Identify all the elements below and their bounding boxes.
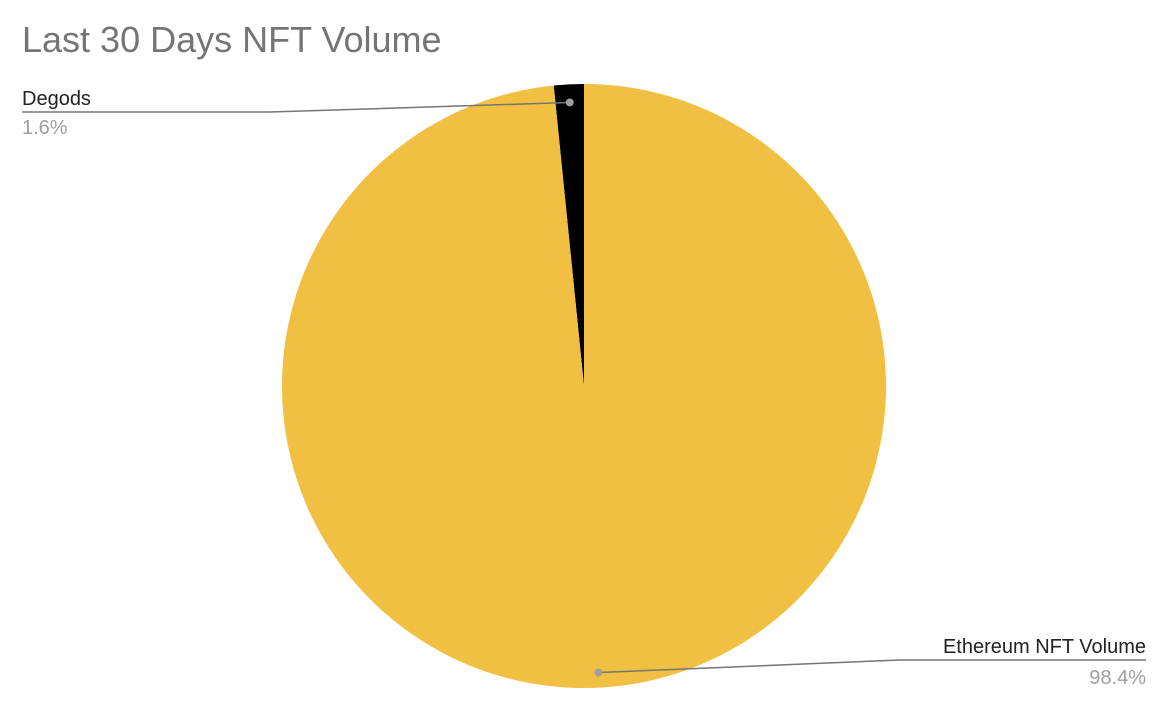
pie-slice-ethereum-nft-volume (281, 84, 886, 688)
chart-title: Last 30 Days NFT Volume (22, 19, 442, 60)
leader-dot (565, 98, 574, 107)
pie-slices (281, 84, 886, 688)
leader-dot (594, 668, 603, 677)
slice-label: Ethereum NFT Volume (943, 636, 1146, 658)
pie-slice-degods (553, 84, 584, 386)
slice-percent-label: 1.6% (22, 117, 68, 139)
slice-percent-label: 98.4% (1089, 667, 1146, 689)
slice-label: Degods (22, 88, 91, 110)
leader-line (22, 101, 570, 113)
pie-callouts: Degods 1.6% Ethereum NFT Volume 98.4% (22, 88, 1146, 689)
leader-line (598, 659, 1146, 674)
